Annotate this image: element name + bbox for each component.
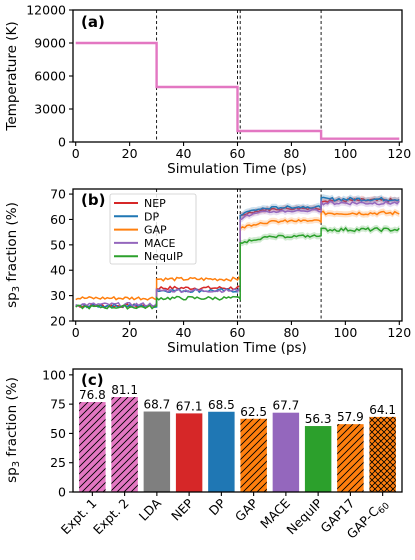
- panel-c-label: (c): [81, 371, 104, 389]
- x-tick-label: 60: [230, 146, 246, 161]
- y-tick-label: 6000: [34, 69, 66, 84]
- y-tick-label: 12000: [26, 3, 66, 18]
- phase-divider-lines: [156, 10, 322, 142]
- x-tick-label: 80: [283, 325, 299, 340]
- y-tick-label: 30: [50, 288, 66, 303]
- x-tick-label: 100: [333, 146, 357, 161]
- panel-b-x-ticks: 0 20 40 60 80 100 120: [72, 321, 411, 340]
- x-tick-label: 120: [387, 146, 411, 161]
- panel-a-y-ticks: 0 3000 6000 9000 12000: [26, 3, 73, 150]
- x-tick-label: 40: [176, 325, 192, 340]
- legend-box: [109, 193, 197, 265]
- legend-label: NEP: [144, 197, 166, 210]
- x-tick-label: 100: [333, 325, 357, 340]
- bars: 76.8 81.1 68.7 67.1 68.5 62.5 67.7 56.3 57.9 64.1: [79, 383, 396, 492]
- y-tick-label: 25: [50, 455, 66, 470]
- bar-value-label: 67.7: [273, 399, 300, 413]
- x-tick-label: 40: [176, 146, 192, 161]
- bar-hatch: [240, 418, 267, 492]
- temperature-series: [75, 41, 400, 140]
- panel-c-y-label: sp3 fraction (%): [4, 377, 22, 483]
- legend-label: GAP: [144, 224, 167, 237]
- panel-b-x-label: Simulation Time (ps): [167, 340, 307, 356]
- x-tick-label: 120: [387, 325, 411, 340]
- y-tick-label: 9000: [34, 36, 66, 51]
- panel-a-label: (a): [81, 13, 105, 31]
- y-tick-label: 3000: [34, 102, 66, 117]
- y-tick-label: 100: [42, 367, 66, 382]
- series-line-gap: [75, 210, 400, 301]
- x-tick-label: Expt. 2: [90, 496, 132, 538]
- y-tick-label: 60: [50, 212, 66, 227]
- x-tick-label: 80: [283, 146, 299, 161]
- x-tick-label: 60: [230, 325, 246, 340]
- bar-hatch: [79, 402, 106, 492]
- panel-a-x-label: Simulation Time (ps): [167, 161, 307, 177]
- legend-label: DP: [144, 210, 159, 223]
- bar-value-label: 68.5: [208, 398, 235, 412]
- x-tick-label: 0: [72, 146, 80, 161]
- panel-b-y-label: sp3 fraction (%): [4, 202, 22, 308]
- panel-a-y-label: Temperature (K): [4, 21, 20, 131]
- bar-value-label: 81.1: [111, 383, 138, 397]
- panel-b: 0 20 40 60 80 100 120 20 30 40 50 60 70 (b) NEPDPGA…: [4, 187, 411, 356]
- panel-b-y-ticks: 20 30 40 50 60 70: [50, 187, 73, 329]
- bar-value-label: 64.1: [369, 403, 396, 417]
- panel-c-y-ticks: 0 25 50 75 100: [42, 367, 73, 500]
- bar: [208, 411, 235, 492]
- y-tick-label: 0: [58, 135, 66, 150]
- bar-value-label: 67.1: [176, 399, 203, 413]
- bar-hatch: [337, 424, 364, 492]
- series-band: [240, 208, 400, 232]
- series-line-mace: [75, 199, 400, 308]
- series-band: [240, 198, 400, 223]
- temperature-line: [75, 41, 400, 140]
- y-tick-label: 70: [50, 187, 66, 202]
- bar: [143, 411, 171, 492]
- sp3-series: [75, 194, 400, 310]
- y-tick-label: 20: [50, 314, 66, 329]
- x-tick-label: 20: [122, 325, 138, 340]
- panel-a-x-ticks: 0 20 40 60 80 100 120: [72, 142, 411, 161]
- bar: [272, 412, 300, 492]
- bar: [175, 413, 203, 492]
- bar-value-label: 62.5: [240, 405, 267, 419]
- bar-hatch: [111, 396, 138, 492]
- y-tick-label: 75: [50, 397, 66, 412]
- panel-c-frame: [72, 368, 403, 493]
- legend-label: MACE: [144, 237, 176, 250]
- bar: [304, 426, 332, 492]
- y-tick-label: 0: [58, 485, 66, 500]
- x-tick-label: NEP: [168, 495, 196, 523]
- series-line-nequip: [75, 226, 400, 310]
- panel-b-label: (b): [81, 191, 105, 209]
- x-tick-label: 20: [122, 146, 138, 161]
- bar-value-label: 57.9: [337, 410, 364, 424]
- y-tick-label: 50: [50, 237, 66, 252]
- x-tick-label: DP: [206, 495, 229, 518]
- bar-hatch: [369, 416, 396, 492]
- legend-label: NequIP: [144, 250, 183, 263]
- x-tick-label: NequIP: [283, 495, 325, 537]
- bar-value-label: 76.8: [79, 388, 106, 402]
- panel-a: 0 20 40 60 80 100 120 0 3000 6000 9000 12000 (a) S…: [4, 3, 411, 178]
- bar-value-label: 68.7: [144, 398, 171, 412]
- x-tick-label: LDA: [136, 495, 165, 524]
- y-tick-label: 40: [50, 263, 66, 278]
- x-tick-label: 0: [72, 325, 80, 340]
- panel-c: 76.8 81.1 68.7 67.1 68.5 62.5 67.7 56.3 57.9 64.1…: [4, 367, 403, 542]
- y-tick-label: 50: [50, 426, 66, 441]
- bar-value-label: 56.3: [305, 412, 332, 426]
